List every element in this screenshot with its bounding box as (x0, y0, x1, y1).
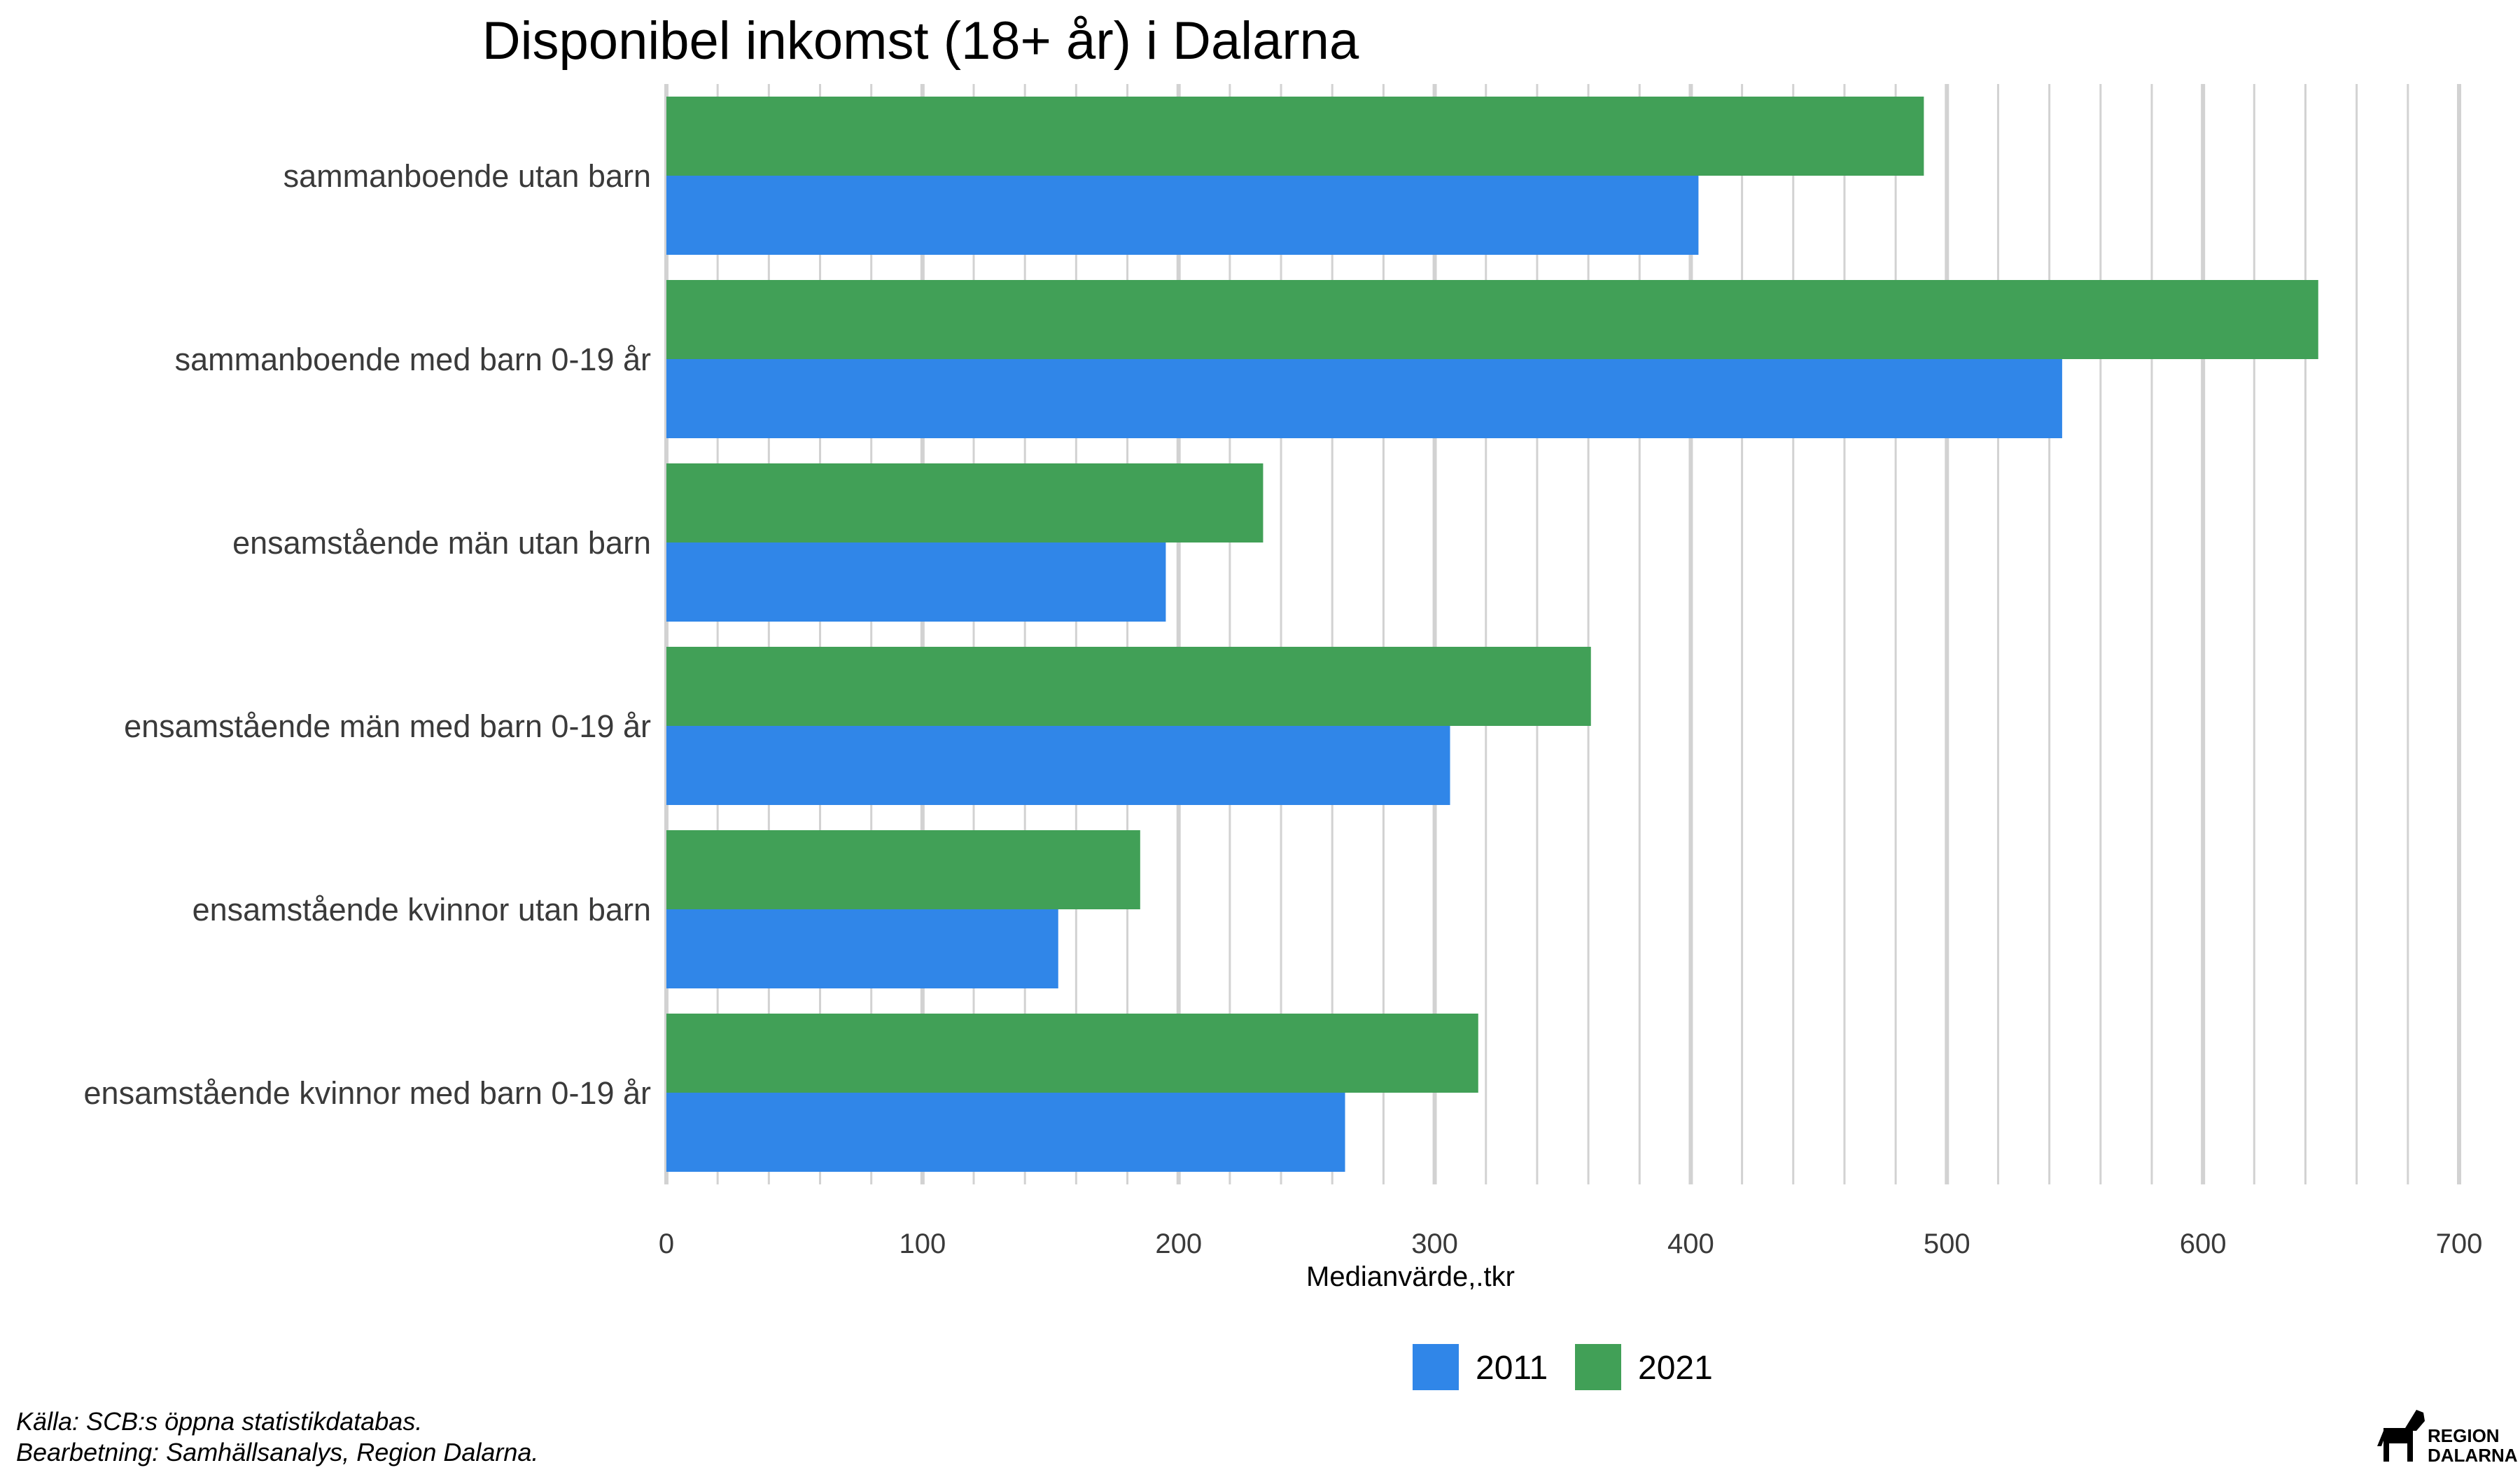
x-tick-label: 500 (1924, 1228, 1970, 1259)
chart-title: Disponibel inkomst (18+ år) i Dalarna (482, 11, 1359, 71)
legend-swatch-2021 (1575, 1344, 1621, 1390)
processing-caption: Bearbetning: Samhällsanalys, Region Dala… (16, 1438, 538, 1466)
category-label: ensamstående män utan barn (232, 525, 651, 561)
category-labels: sammanboende utan barn sammanboende med b… (84, 158, 651, 1111)
x-tick-label: 400 (1667, 1228, 1714, 1259)
dala-horse-icon (2377, 1410, 2425, 1462)
region-dalarna-logo: REGION DALARNA (2377, 1410, 2518, 1466)
bar-2021 (666, 647, 1591, 726)
bars (666, 97, 2318, 1172)
bar-2011 (666, 359, 2062, 438)
category-label: ensamstående kvinnor utan barn (192, 892, 651, 927)
category-label: sammanboende utan barn (284, 158, 651, 194)
logo-text-line2: DALARNA (2428, 1445, 2518, 1466)
legend-label-2021: 2021 (1638, 1350, 1713, 1387)
grid-lines (664, 84, 2461, 1184)
legend: 2011 2021 (1413, 1344, 1713, 1390)
source-caption: Källa: SCB:s öppna statistikdatabas. (16, 1407, 422, 1436)
legend-label-2011: 2011 (1476, 1350, 1548, 1387)
bar-2011 (666, 1093, 1345, 1172)
bar-2011 (666, 909, 1058, 988)
legend-swatch-2011 (1413, 1344, 1459, 1390)
x-tick-label: 100 (899, 1228, 946, 1259)
bar-2021 (666, 1014, 1478, 1093)
x-tick-label: 200 (1155, 1228, 1202, 1259)
category-label: ensamstående kvinnor med barn 0-19 år (84, 1075, 651, 1111)
bar-2011 (666, 176, 1699, 255)
x-tick-label: 600 (2180, 1228, 2227, 1259)
bar-2021 (666, 463, 1264, 542)
x-axis-title: Medianvärde,.tkr (1306, 1261, 1515, 1292)
x-tick-label: 700 (2436, 1228, 2483, 1259)
bar-2021 (666, 97, 1924, 176)
logo-text-line1: REGION (2428, 1425, 2500, 1446)
x-tick-label: 300 (1411, 1228, 1458, 1259)
bar-2021 (666, 280, 2318, 359)
x-tick-labels: 0 100 200 300 400 500 600 700 (659, 1228, 2483, 1259)
bar-2021 (666, 830, 1140, 909)
bar-2011 (666, 726, 1450, 805)
category-label: ensamstående män med barn 0-19 år (124, 708, 651, 744)
x-tick-label: 0 (659, 1228, 674, 1259)
bar-2011 (666, 542, 1166, 622)
category-label: sammanboende med barn 0-19 år (175, 342, 651, 377)
